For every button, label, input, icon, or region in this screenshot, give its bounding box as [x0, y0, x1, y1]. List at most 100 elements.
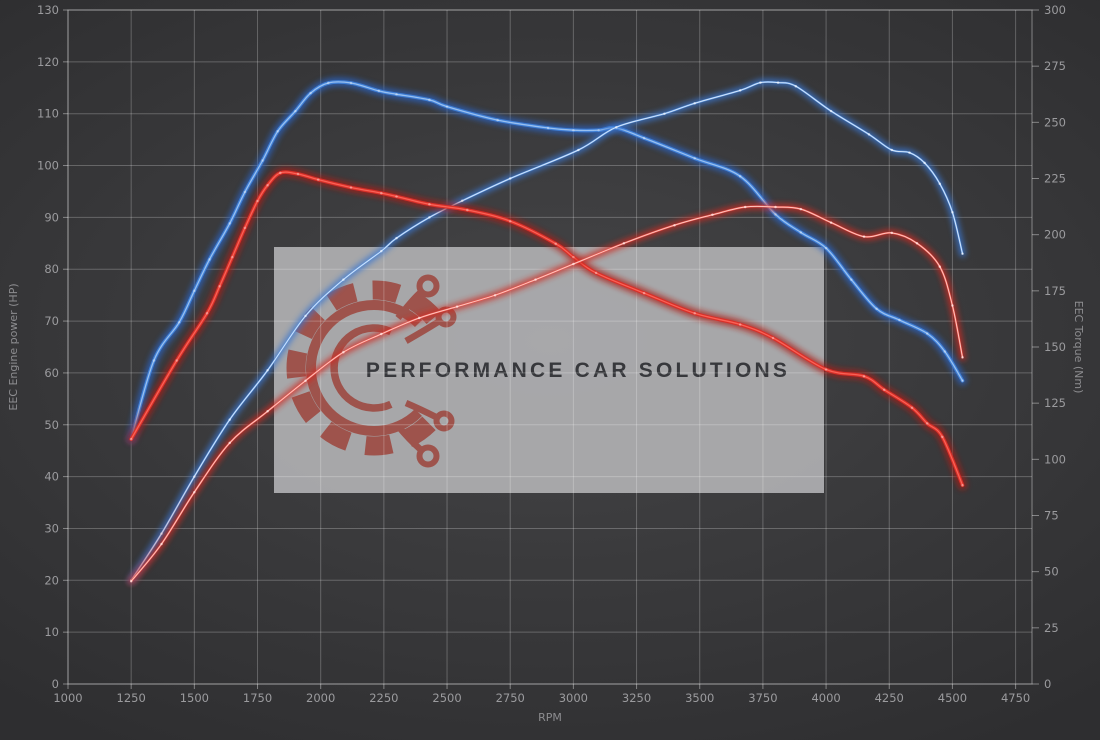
torque-tuned-blue-point	[152, 359, 156, 362]
torque-stock-red-point	[594, 271, 598, 275]
torque-tuned-blue-point	[309, 91, 312, 95]
right-tick-label: 175	[1044, 284, 1066, 298]
torque-tuned-blue-point	[850, 278, 853, 281]
torque-stock-red-point	[508, 219, 512, 223]
x-tick-label: 4500	[938, 691, 967, 705]
torque-stock-red-point	[316, 178, 320, 181]
power-tuned-blue-point	[428, 216, 431, 219]
torque-tuned-blue-point	[572, 128, 575, 132]
power-tuned-blue-point	[160, 532, 163, 535]
power-tuned-blue-point	[460, 199, 464, 203]
right-tick-label: 300	[1044, 3, 1066, 17]
torque-tuned-blue-point	[546, 126, 550, 130]
power-tuned-blue-point	[938, 182, 942, 185]
right-tick-label: 275	[1044, 59, 1066, 73]
axes	[63, 9, 1039, 689]
torque-tuned-blue-point	[193, 289, 196, 293]
torque-stock-red-point	[380, 191, 383, 195]
left-tick-label: 10	[44, 625, 59, 639]
left-tick-label: 0	[52, 677, 59, 691]
power-stock-red-point	[961, 356, 964, 359]
power-tuned-blue-point	[738, 89, 742, 92]
torque-tuned-blue-point	[824, 246, 828, 250]
left-tick-label: 50	[44, 418, 59, 432]
power-tuned-blue-point	[304, 314, 307, 318]
torque-tuned-blue-point	[349, 81, 353, 85]
torque-tuned-blue-point	[961, 379, 964, 382]
power-stock-red-point	[711, 213, 714, 217]
torque-stock-red-point	[572, 255, 575, 259]
power-tuned-blue-core	[130, 81, 963, 581]
power-stock-red-point	[673, 223, 676, 227]
right-tick-label: 100	[1044, 452, 1066, 466]
x-tick-label: 1750	[243, 691, 272, 705]
gear-logo	[286, 274, 457, 468]
x-tick-label: 1500	[180, 691, 209, 705]
power-stock-red-point	[266, 410, 269, 413]
torque-tuned-blue-point	[428, 98, 431, 102]
torque-stock-red-point	[428, 203, 431, 206]
right-tick-label: 25	[1044, 621, 1059, 635]
torque-tuned-blue-point	[228, 222, 231, 225]
power-stock-red-point	[890, 231, 894, 235]
torque-stock-red-point	[941, 435, 944, 439]
torque-stock-red-point	[961, 483, 964, 487]
power-stock-red-point	[228, 441, 231, 445]
power-stock-red-point	[455, 305, 459, 308]
power-stock-red-point	[951, 304, 954, 307]
torque-tuned-blue-point	[738, 175, 742, 178]
torque-tuned-blue-point	[774, 213, 777, 216]
power-tuned-blue-point	[193, 475, 196, 478]
power-stock-red-point	[572, 262, 575, 266]
power-tuned-blue-point	[508, 177, 512, 180]
plot-border	[67, 9, 1033, 685]
torque-tuned-blue-point	[943, 350, 947, 353]
right-tick-label: 250	[1044, 115, 1066, 129]
power-tuned-blue-point	[794, 84, 798, 88]
power-tuned-blue-point	[342, 278, 345, 281]
x-axis-title: RPM	[538, 711, 562, 724]
left-tick-label: 80	[44, 262, 59, 276]
torque-tuned-blue-point	[243, 190, 247, 194]
curve-torque-tuned-blue	[126, 77, 967, 444]
torque-stock-red-point	[862, 374, 866, 378]
curve-power-stock-red	[127, 202, 966, 585]
left-tick-label: 20	[44, 573, 59, 587]
x-tick-label: 1250	[117, 691, 146, 705]
torque-tuned-blue-point	[693, 157, 696, 160]
torque-tuned-blue-point	[377, 89, 381, 93]
torque-stock-red-point	[205, 312, 209, 315]
torque-stock-red-core	[130, 171, 964, 486]
left-tick-label: 90	[44, 210, 59, 224]
torque-stock-red-point	[554, 242, 557, 245]
torque-tuned-blue-point	[925, 332, 929, 335]
power-stock-red-point	[160, 542, 163, 546]
power-stock-red-point	[304, 379, 307, 382]
x-tick-label: 3750	[748, 691, 777, 705]
x-tick-label: 3000	[559, 691, 588, 705]
left-tick-label: 70	[44, 314, 59, 328]
power-tuned-blue-point	[776, 81, 780, 84]
power-tuned-blue-point	[395, 236, 398, 240]
power-stock-red-point	[193, 490, 196, 494]
power-stock-red-point	[493, 293, 497, 297]
power-stock-red-point	[938, 265, 942, 268]
torque-tuned-blue-point	[327, 81, 330, 85]
left-tick-label: 40	[44, 470, 59, 484]
right-tick-label: 225	[1044, 172, 1066, 186]
torque-stock-red-point	[771, 336, 775, 340]
left-tick-label: 120	[37, 55, 59, 69]
torque-stock-red-point	[824, 368, 828, 371]
torque-tuned-blue-point	[261, 159, 264, 162]
x-tick-label: 3500	[685, 691, 714, 705]
torque-stock-red-point	[738, 323, 742, 326]
power-tuned-blue-point	[867, 133, 871, 136]
torque-tuned-blue-point	[496, 118, 499, 122]
torque-tuned-blue-point	[597, 128, 600, 132]
power-tuned-blue-point	[890, 148, 894, 152]
power-stock-red-core	[130, 205, 963, 582]
y-axis-title-right: EEC Torque (Nm)	[1072, 301, 1085, 394]
torque-tuned-blue-point	[276, 130, 279, 133]
right-tick-label: 75	[1044, 509, 1059, 523]
torque-stock-red-point	[175, 359, 178, 362]
